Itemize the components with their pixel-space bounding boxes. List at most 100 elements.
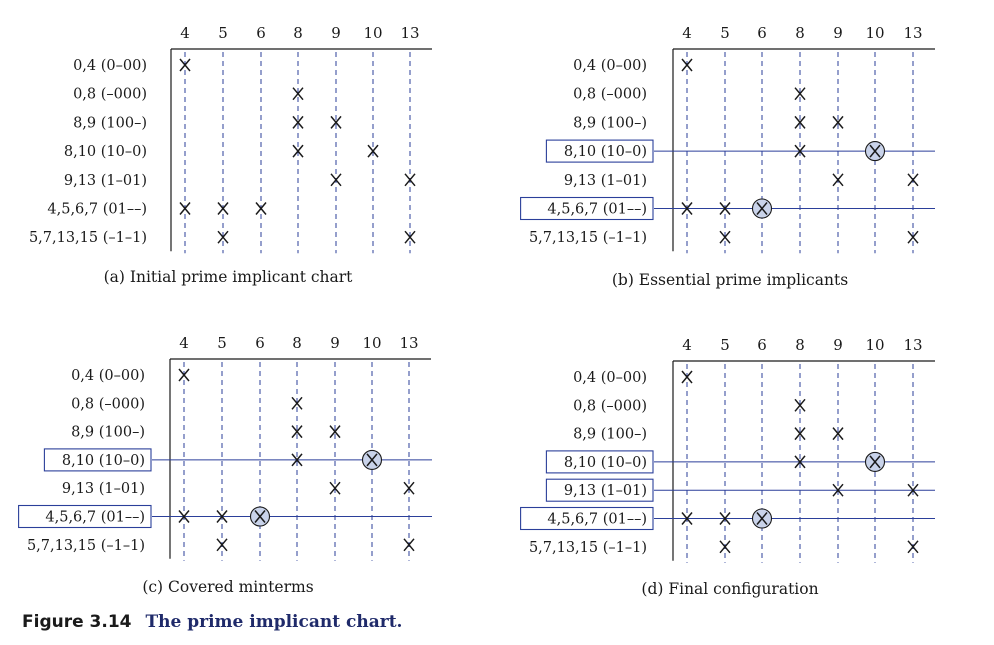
minterm-header: 13 — [903, 24, 922, 42]
coverage-mark — [292, 87, 304, 101]
panel-caption: (d) Final configuration — [641, 580, 818, 598]
minterm-header: 6 — [255, 334, 265, 352]
chart-panel: 4 5 6 8 9 10 13 0,4 (0–00) 0,8 (–000) 8,9 (100–) 8… — [18, 334, 432, 596]
implicant-label: 8,10 (10–0) — [62, 453, 145, 469]
coverage-mark — [832, 173, 844, 187]
coverage-mark — [291, 425, 303, 439]
chart-panel: 4 5 6 8 9 10 13 0,4 (0–00) 0,8 (–000) 8,9 (100–) 8… — [520, 336, 935, 598]
coverage-mark — [681, 512, 693, 525]
minterm-header: 8 — [292, 334, 302, 352]
essential-implicant-box — [545, 139, 654, 163]
essential-implicant-box — [43, 448, 152, 472]
minterm-header: 13 — [400, 24, 419, 42]
minterm-header: 5 — [218, 24, 228, 42]
essential-coverage-mark — [751, 198, 773, 219]
minterm-header: 4 — [682, 336, 692, 354]
essential-coverage-mark — [361, 449, 383, 470]
coverage-mark — [794, 427, 806, 441]
minterm-header: 8 — [293, 24, 303, 42]
minterm-header: 5 — [720, 24, 730, 42]
minterm-header: 9 — [330, 334, 340, 352]
minterm-header: 6 — [757, 24, 767, 42]
minterm-header: 4 — [682, 24, 692, 42]
implicant-label: 8,10 (10–0) — [64, 144, 147, 160]
coverage-mark — [794, 398, 806, 412]
coverage-mark — [291, 396, 303, 410]
coverage-mark — [216, 510, 228, 523]
coverage-mark — [907, 540, 919, 554]
coverage-mark — [719, 230, 731, 244]
minterm-header: 10 — [865, 24, 884, 42]
implicant-label: 4,5,6,7 (01––) — [547, 202, 647, 218]
coverage-mark — [292, 115, 304, 129]
panel-caption: (b) Essential prime implicants — [612, 271, 848, 289]
figure-title: The prime implicant chart. — [145, 612, 403, 632]
implicant-label: 8,9 (100–) — [573, 115, 647, 131]
minterm-header: 9 — [833, 336, 843, 354]
coverage-mark — [794, 87, 806, 101]
essential-coverage-mark — [751, 508, 773, 529]
implicant-label: 5,7,13,15 (–1–1) — [29, 230, 147, 246]
implicant-label: 8,9 (100–) — [573, 427, 647, 443]
implicant-label: 0,8 (–000) — [73, 87, 147, 103]
coverage-mark — [216, 538, 228, 552]
coverage-mark — [330, 173, 342, 187]
coverage-mark — [794, 115, 806, 129]
implicant-label: 0,4 (0–00) — [573, 58, 647, 74]
essential-coverage-mark — [864, 141, 886, 162]
minterm-header: 4 — [180, 24, 190, 42]
coverage-mark — [367, 144, 379, 158]
coverage-mark — [217, 230, 229, 244]
implicant-label: 8,9 (100–) — [73, 115, 147, 131]
coverage-mark — [292, 144, 304, 158]
coverage-mark — [329, 425, 341, 439]
coverage-mark — [907, 173, 919, 187]
coverage-mark — [681, 58, 693, 72]
chart-panel: 4 5 6 8 9 10 13 0,4 (0–00) 0,8 (–000) 8,9 (100–) 8… — [29, 24, 432, 286]
essential-coverage-mark — [249, 506, 271, 527]
implicant-label: 0,8 (–000) — [573, 398, 647, 414]
minterm-header: 6 — [256, 24, 266, 42]
panel-caption: (c) Covered minterms — [142, 578, 313, 596]
minterm-header: 4 — [179, 334, 189, 352]
implicant-label: 4,5,6,7 (01––) — [45, 510, 145, 526]
coverage-mark — [719, 202, 731, 215]
coverage-mark — [794, 144, 806, 158]
coverage-mark — [403, 481, 415, 495]
implicant-label: 4,5,6,7 (01––) — [547, 512, 647, 528]
minterm-header: 13 — [903, 336, 922, 354]
implicant-label: 8,10 (10–0) — [564, 144, 647, 160]
implicant-label: 0,8 (–000) — [71, 396, 145, 412]
chart-panel: 4 5 6 8 9 10 13 0,4 (0–00) 0,8 (–000) 8,9 (100–) 8… — [520, 24, 935, 289]
implicant-label: 8,10 (10–0) — [564, 455, 647, 471]
implicant-label: 9,13 (1–01) — [564, 173, 647, 189]
implicant-label: 9,13 (1–01) — [564, 483, 647, 499]
implicant-label: 9,13 (1–01) — [62, 481, 145, 497]
essential-implicant-box — [545, 478, 654, 502]
coverage-mark — [832, 115, 844, 129]
coverage-mark — [217, 202, 229, 215]
implicant-label: 8,9 (100–) — [71, 425, 145, 441]
minterm-header: 6 — [757, 336, 767, 354]
coverage-mark — [255, 202, 267, 215]
coverage-mark — [179, 202, 191, 215]
minterm-header: 9 — [833, 24, 843, 42]
figure-label: Figure 3.14 — [22, 612, 132, 632]
coverage-mark — [404, 173, 416, 187]
coverage-mark — [179, 58, 191, 72]
coverage-mark — [329, 481, 341, 495]
coverage-mark — [291, 453, 303, 467]
implicant-label: 9,13 (1–01) — [64, 173, 147, 189]
coverage-mark — [719, 512, 731, 525]
implicant-label: 5,7,13,15 (–1–1) — [27, 538, 145, 554]
coverage-mark — [404, 230, 416, 244]
coverage-mark — [681, 370, 693, 384]
implicant-label: 5,7,13,15 (–1–1) — [529, 540, 647, 556]
essential-implicant-box — [18, 504, 152, 529]
implicant-label: 0,4 (0–00) — [73, 58, 147, 74]
essential-coverage-mark — [864, 451, 886, 472]
implicant-label: 4,5,6,7 (01––) — [47, 202, 147, 218]
coverage-mark — [178, 368, 190, 382]
implicant-label: 0,4 (0–00) — [573, 370, 647, 386]
